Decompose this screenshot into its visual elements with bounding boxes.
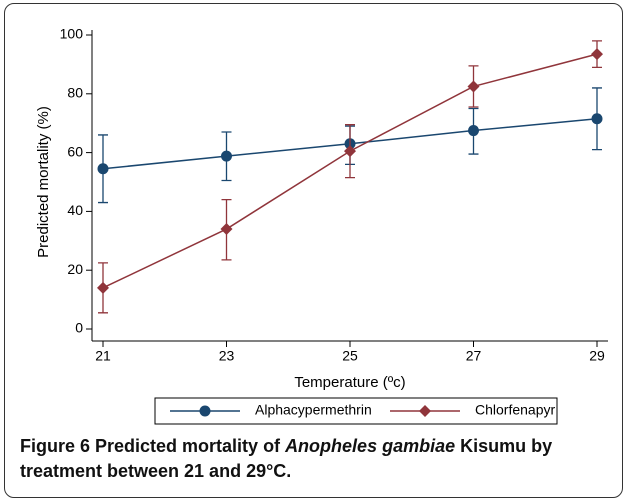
y-tick-label: 0 (75, 320, 83, 336)
marker (344, 145, 356, 158)
legend-box (154, 397, 558, 425)
x-tick-label: 25 (342, 348, 358, 364)
marker (468, 125, 479, 137)
x-tick-label: 21 (95, 348, 111, 364)
marker (220, 223, 233, 236)
legend-label: Alphacypermethrin (255, 402, 372, 418)
caption-species: Anopheles gambiae (285, 436, 456, 456)
caption-text: Predicted mortality of (90, 436, 286, 456)
y-tick-label: 100 (60, 26, 84, 42)
caption-text: Kisumu by treatment between 21 and 29°C. (20, 436, 553, 481)
caption-label: Figure 6 (20, 436, 91, 456)
chart: Predicted mortality (%) Temperature (ºc)… (35, 26, 608, 425)
x-tick-label: 29 (589, 348, 605, 364)
x-tick-label: 23 (219, 348, 235, 364)
marker (97, 163, 109, 175)
marker (467, 80, 480, 93)
y-tick-label: 80 (67, 85, 83, 101)
marker (591, 48, 603, 61)
legend-marker (199, 405, 211, 417)
marker (591, 113, 603, 125)
legend-label: Chlorfenapyr (475, 402, 555, 418)
x-tick-label: 27 (466, 348, 482, 364)
marker (97, 281, 109, 294)
marker (221, 150, 232, 162)
x-axis-title: Temperature (ºc) (294, 374, 405, 391)
caption: Figure 6 Predicted mortality of Anophele… (20, 434, 610, 484)
y-axis-title: Predicted mortality (%) (35, 106, 52, 258)
legend-marker (419, 405, 431, 417)
y-tick-label: 20 (67, 261, 83, 277)
y-tick-label: 40 (67, 202, 83, 218)
frame (4, 3, 623, 498)
y-tick-label: 60 (67, 143, 83, 159)
